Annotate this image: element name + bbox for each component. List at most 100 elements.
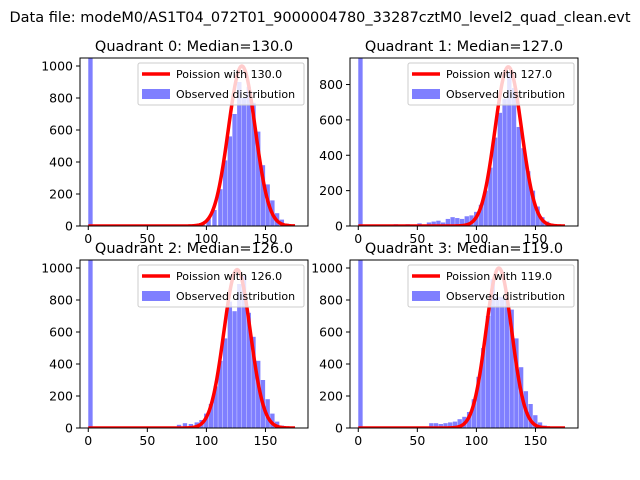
x-tick-label: 0 (84, 231, 92, 246)
histogram-bar (440, 222, 446, 226)
x-tick-label: 50 (409, 433, 425, 448)
x-tick-label: 100 (194, 231, 218, 246)
histogram-bar (488, 167, 493, 226)
x-tick-label: 100 (464, 231, 488, 246)
quadrant-2-chart: 0 50 100 150 0 200 400 600 800 1000 Quadrant 2: Me… (41, 241, 309, 448)
histogram-bar (528, 404, 533, 428)
histogram-bar (358, 58, 363, 226)
histogram-bar (227, 301, 233, 428)
y-tick-label: 1000 (41, 59, 73, 74)
histogram-bar (457, 419, 462, 428)
x-tick-label: 150 (524, 231, 548, 246)
y-tick-label: 200 (49, 389, 73, 404)
histogram-bar (241, 98, 247, 226)
legend-observed-swatch (412, 291, 440, 301)
y-tick-label: 0 (65, 219, 73, 234)
histogram-bar (500, 296, 505, 428)
quadrant-0-title: Quadrant 0: Median=130.0 (95, 39, 293, 55)
histogram-bar (455, 218, 460, 226)
histogram-bar (526, 171, 531, 226)
histogram-bar (429, 423, 434, 428)
histogram-bar (251, 336, 256, 428)
histogram-bar (476, 376, 481, 428)
histogram-bar (452, 421, 458, 428)
histogram-bar (426, 222, 432, 226)
histogram-bar (438, 424, 443, 428)
histogram-bar (481, 348, 486, 428)
histogram-bar (206, 218, 211, 226)
quadrant-3-title: Quadrant 3: Median=119.0 (365, 241, 563, 257)
histogram-bar (218, 360, 223, 428)
histogram-bar (445, 218, 451, 226)
histogram-bar (227, 136, 233, 226)
y-tick-label: 400 (319, 357, 343, 372)
histogram-bar (237, 284, 242, 428)
histogram-bar (182, 423, 188, 428)
legend-box (137, 62, 305, 106)
histogram-bar (246, 312, 251, 428)
y-tick-label: 800 (319, 77, 343, 92)
histogram-bar (521, 148, 526, 226)
quadrant-3-plot-area (357, 260, 567, 428)
y-tick-label: 800 (49, 293, 73, 308)
y-tick-label: 600 (49, 325, 73, 340)
y-tick-label: 0 (335, 421, 343, 436)
legend-poisson-label: Poission with 126.0 (176, 270, 282, 283)
histogram-bar (478, 204, 484, 226)
y-tick-label: 1000 (311, 261, 343, 276)
histogram-bar (256, 131, 261, 226)
x-tick-label: 0 (84, 433, 92, 448)
x-tick-label: 100 (194, 433, 218, 448)
y-tick-label: 200 (49, 187, 73, 202)
histogram-bar (497, 112, 503, 226)
y-tick-label: 400 (49, 357, 73, 372)
legend-poisson-label: Poission with 130.0 (176, 68, 282, 81)
axes-frame (79, 57, 309, 227)
axes-frame (349, 57, 579, 227)
legend-observed-swatch (142, 291, 170, 301)
histogram-bar (507, 72, 512, 226)
x-tick-label: 150 (254, 433, 278, 448)
histogram-bar (270, 413, 275, 428)
histogram-bar (502, 98, 507, 226)
histogram-bar (537, 422, 543, 428)
histogram-bar (492, 137, 498, 226)
poisson-curve (357, 266, 567, 428)
y-tick-label: 400 (319, 148, 343, 163)
x-tick-label: 0 (354, 433, 362, 448)
histogram-bar (516, 126, 521, 226)
quadrant-0-chart: 0 50 100 150 0 200 400 600 800 1000 Quadrant 0: Me… (41, 39, 309, 246)
histogram-bar (530, 190, 536, 226)
quadrant-2-title: Quadrant 2: Median=126.0 (95, 241, 293, 257)
legend-box (407, 62, 575, 106)
histogram-bar (218, 189, 223, 226)
y-tick-label: 0 (335, 219, 343, 234)
legend-observed-label: Observed distribution (176, 88, 295, 101)
histogram-bar (208, 404, 214, 428)
histogram-bar (448, 422, 453, 428)
y-tick-label: 0 (65, 421, 73, 436)
histogram-bar (511, 88, 517, 226)
figure-suptitle: Data file: modeM0/AS1T04_072T01_90000047… (9, 10, 630, 26)
x-tick-label: 150 (254, 231, 278, 246)
legend-box (407, 264, 575, 308)
histogram-bar (504, 300, 510, 428)
histogram-bar (237, 82, 242, 226)
histogram-bar (509, 309, 514, 428)
histogram-bar (88, 58, 93, 226)
histogram-bar (256, 360, 261, 428)
histogram-bar (450, 217, 455, 226)
y-tick-label: 800 (319, 293, 343, 308)
histogram-bar (535, 206, 540, 226)
histogram-bar (212, 210, 217, 226)
histogram-bar (495, 296, 500, 428)
histogram-bar (431, 221, 436, 226)
histogram-bar (464, 216, 469, 226)
y-tick-label: 400 (49, 155, 73, 170)
legend-box (137, 264, 305, 308)
histogram-bar (241, 276, 247, 428)
histogram-bar (246, 86, 251, 226)
histogram-bar (485, 316, 491, 428)
legend-observed-label: Observed distribution (446, 88, 565, 101)
x-tick-label: 150 (524, 433, 548, 448)
